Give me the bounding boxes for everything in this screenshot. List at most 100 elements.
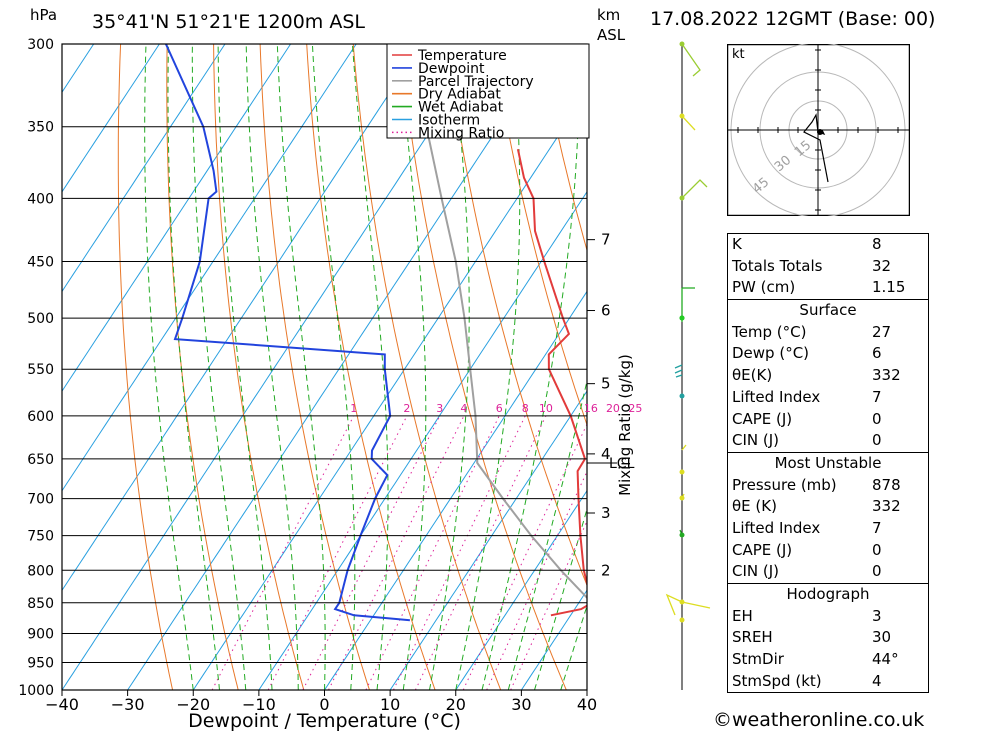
pressure-tick-label: 900 bbox=[27, 626, 54, 642]
plot-frame bbox=[61, 43, 588, 691]
x-tick-label: 40 bbox=[577, 695, 597, 714]
datetime-label: 17.08.2022 12GMT (Base: 00) bbox=[650, 8, 936, 30]
pressure-tick-label: 600 bbox=[27, 409, 54, 425]
temperature-line bbox=[516, 148, 587, 617]
most-unstable-value: 878 bbox=[872, 475, 901, 494]
surface-value: 0 bbox=[872, 431, 882, 450]
wind-barb-dot bbox=[679, 315, 685, 321]
km-unit-label: km bbox=[597, 6, 620, 24]
most-unstable-label: Pressure (mb) bbox=[732, 475, 837, 494]
mixing-ratio-label: 16 bbox=[584, 402, 598, 415]
pressure-tick-label: 800 bbox=[27, 563, 54, 579]
copyright-text[interactable]: ©weatheronline.co.uk bbox=[713, 709, 925, 731]
wet-adiabat-line bbox=[144, 44, 194, 690]
wind-barb-dot bbox=[679, 195, 685, 201]
hodograph-label: StmSpd (kt) bbox=[732, 671, 822, 690]
x-tick-label: −20 bbox=[176, 695, 210, 714]
pressure-tick-label: 450 bbox=[27, 255, 54, 271]
wind-barb-dot bbox=[679, 393, 685, 399]
isotherm-line bbox=[0, 7, 53, 690]
surface-row: θE(K) 332 bbox=[728, 365, 928, 387]
k-label: K bbox=[732, 235, 742, 253]
asl-unit-label: ASL bbox=[597, 26, 626, 44]
km-tick-label: 5 bbox=[601, 375, 611, 393]
km-tick-label: 4 bbox=[601, 445, 611, 463]
surface-label: Lifted Index bbox=[732, 387, 821, 406]
pressure-tick-label: 550 bbox=[27, 362, 54, 378]
wind-barb bbox=[681, 43, 701, 77]
x-tick-label: 30 bbox=[511, 695, 531, 714]
lcl-label: LCL bbox=[609, 456, 635, 472]
mixing-ratio-axis-title: Mixing Ratio (g/kg) bbox=[616, 354, 634, 496]
km-tick-label: 6 bbox=[601, 302, 611, 320]
most-unstable-value: 332 bbox=[872, 497, 901, 516]
hodograph-unit: kt bbox=[732, 47, 745, 62]
most-unstable-row: θE (K) 332 bbox=[728, 496, 928, 518]
wind-barb-dot bbox=[679, 41, 685, 47]
x-tick-label: 0 bbox=[319, 695, 329, 714]
dry-adiabat-line bbox=[989, 7, 1000, 690]
surface-row: Lifted Index 7 bbox=[728, 387, 928, 409]
mixing-ratio-label: 3 bbox=[436, 402, 443, 415]
surface-title: Surface bbox=[799, 301, 857, 320]
surface-row: Temp (°C) 27 bbox=[728, 322, 928, 344]
surface-label: θE(K) bbox=[732, 366, 773, 385]
isotherm-line bbox=[62, 44, 357, 492]
mixing-ratio-label: 8 bbox=[522, 402, 529, 415]
most-unstable-label: CIN (J) bbox=[732, 562, 780, 581]
surface-row: CAPE (J) 0 bbox=[728, 409, 928, 431]
pressure-unit-label: hPa bbox=[30, 6, 57, 24]
isotherm-line bbox=[520, 589, 587, 690]
wind-barb bbox=[681, 179, 708, 199]
pressure-tick-label: 650 bbox=[27, 452, 54, 468]
wet-adiabat-line bbox=[534, 507, 587, 690]
legend-entry: Isotherm bbox=[418, 113, 480, 129]
most-unstable-row: CIN (J) 0 bbox=[728, 561, 928, 583]
mixing-ratio-label: 2 bbox=[403, 402, 410, 415]
legend-entry: Mixing Ratio bbox=[418, 125, 504, 141]
surface-value: 27 bbox=[872, 322, 892, 341]
km-tick-label: 2 bbox=[601, 561, 611, 579]
isotherm-line bbox=[389, 390, 587, 690]
km-tick-label: 3 bbox=[601, 504, 611, 522]
pressure-tick-label: 300 bbox=[27, 37, 54, 53]
wind-barb-dot bbox=[679, 495, 685, 501]
isotherm-line bbox=[62, 44, 95, 94]
isotherm-line bbox=[62, 44, 292, 393]
isotherm-line bbox=[324, 290, 587, 690]
pressure-tick-label: 950 bbox=[27, 655, 54, 671]
mixing-ratio-label: 10 bbox=[539, 402, 553, 415]
pressure-tick-label: 400 bbox=[27, 191, 54, 207]
wet-adiabat-line bbox=[507, 378, 587, 690]
hodograph-trace bbox=[803, 113, 829, 183]
mixing-ratio-label: 20 bbox=[606, 402, 620, 415]
dry-adiabat-line bbox=[943, 7, 1000, 690]
x-axis-title: Dewpoint / Temperature (°C) bbox=[188, 710, 461, 732]
hodograph-value: 30 bbox=[872, 628, 892, 647]
most-unstable-label: Lifted Index bbox=[732, 518, 821, 537]
parcel-trajectory-line bbox=[409, 61, 587, 600]
most-unstable-value: 0 bbox=[872, 562, 882, 581]
dewpoint-line bbox=[164, 44, 410, 622]
surface-label: CIN (J) bbox=[732, 431, 780, 450]
most-unstable-row: CAPE (J) 0 bbox=[728, 540, 928, 562]
mixing-ratio-label: 6 bbox=[496, 402, 503, 415]
x-tick-label: 10 bbox=[380, 695, 400, 714]
surface-value: 0 bbox=[872, 409, 882, 428]
wind-barb-dot bbox=[679, 617, 685, 623]
wind-barb-dot bbox=[679, 599, 685, 605]
most-unstable-row: Lifted Index 7 bbox=[728, 518, 928, 540]
x-tick-label: −10 bbox=[242, 695, 276, 714]
mixing-ratio-label: 25 bbox=[628, 402, 642, 415]
wind-barbs bbox=[665, 41, 711, 690]
dry-adiabat-line bbox=[117, 44, 174, 690]
most-unstable-label: CAPE (J) bbox=[732, 540, 793, 559]
surface-value: 332 bbox=[872, 366, 901, 385]
x-tick-label: −40 bbox=[45, 695, 79, 714]
surface-label: CAPE (J) bbox=[732, 409, 793, 428]
most-unstable-value: 0 bbox=[872, 540, 882, 559]
legend-entry: Dewpoint bbox=[418, 61, 485, 77]
hodograph-row: StmSpd (kt) 4 bbox=[728, 671, 928, 693]
